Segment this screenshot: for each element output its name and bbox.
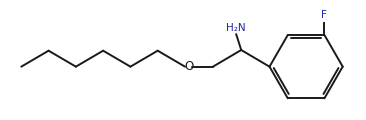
- Text: O: O: [184, 60, 194, 73]
- Text: H₂N: H₂N: [227, 23, 246, 33]
- Text: F: F: [321, 10, 327, 20]
